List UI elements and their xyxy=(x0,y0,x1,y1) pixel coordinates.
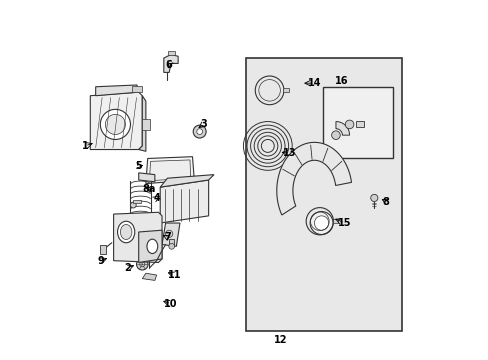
Circle shape xyxy=(196,129,202,134)
Bar xyxy=(323,87,392,158)
Circle shape xyxy=(193,125,206,138)
Circle shape xyxy=(331,131,340,139)
Text: 16: 16 xyxy=(334,76,347,86)
Text: 7: 7 xyxy=(163,232,170,242)
Text: 9: 9 xyxy=(98,256,104,266)
Text: 15: 15 xyxy=(338,218,351,228)
Polygon shape xyxy=(139,173,155,182)
Polygon shape xyxy=(160,180,208,223)
Text: 13: 13 xyxy=(282,148,295,158)
Text: 6: 6 xyxy=(165,60,172,70)
Ellipse shape xyxy=(147,239,158,253)
Bar xyxy=(168,51,174,55)
Polygon shape xyxy=(139,230,162,262)
Text: 14: 14 xyxy=(307,78,321,88)
Bar xyxy=(332,219,338,224)
Bar xyxy=(283,88,288,93)
Circle shape xyxy=(136,258,148,270)
Polygon shape xyxy=(276,142,351,215)
Text: 10: 10 xyxy=(164,299,177,309)
Ellipse shape xyxy=(117,221,135,243)
Circle shape xyxy=(345,120,353,129)
Polygon shape xyxy=(162,223,180,246)
Circle shape xyxy=(105,114,125,134)
Circle shape xyxy=(168,243,174,249)
Text: 11: 11 xyxy=(167,270,181,280)
Polygon shape xyxy=(160,175,214,187)
Text: 4: 4 xyxy=(153,193,160,203)
Bar xyxy=(169,239,174,246)
Bar xyxy=(131,86,142,92)
Text: 12: 12 xyxy=(273,334,286,345)
Text: 3: 3 xyxy=(200,120,206,129)
Circle shape xyxy=(314,216,328,230)
Circle shape xyxy=(100,109,130,139)
Text: 1: 1 xyxy=(81,141,88,151)
Polygon shape xyxy=(139,96,145,151)
Polygon shape xyxy=(163,54,178,72)
Polygon shape xyxy=(96,85,139,96)
Polygon shape xyxy=(145,157,194,184)
Bar xyxy=(133,200,140,203)
Circle shape xyxy=(130,202,136,208)
Bar xyxy=(100,244,106,253)
Bar xyxy=(142,119,150,130)
Text: 8a: 8a xyxy=(142,184,156,194)
Polygon shape xyxy=(149,160,190,181)
Polygon shape xyxy=(113,212,162,262)
Bar xyxy=(355,121,363,127)
Polygon shape xyxy=(335,122,349,135)
Circle shape xyxy=(165,230,172,237)
Text: 8: 8 xyxy=(382,197,389,207)
Ellipse shape xyxy=(120,225,132,239)
Circle shape xyxy=(370,194,377,202)
Text: 5: 5 xyxy=(135,161,142,171)
Polygon shape xyxy=(142,273,156,280)
Circle shape xyxy=(309,212,332,234)
Text: 2: 2 xyxy=(124,263,131,273)
Bar xyxy=(246,58,402,330)
Polygon shape xyxy=(90,92,142,149)
Circle shape xyxy=(140,262,144,267)
